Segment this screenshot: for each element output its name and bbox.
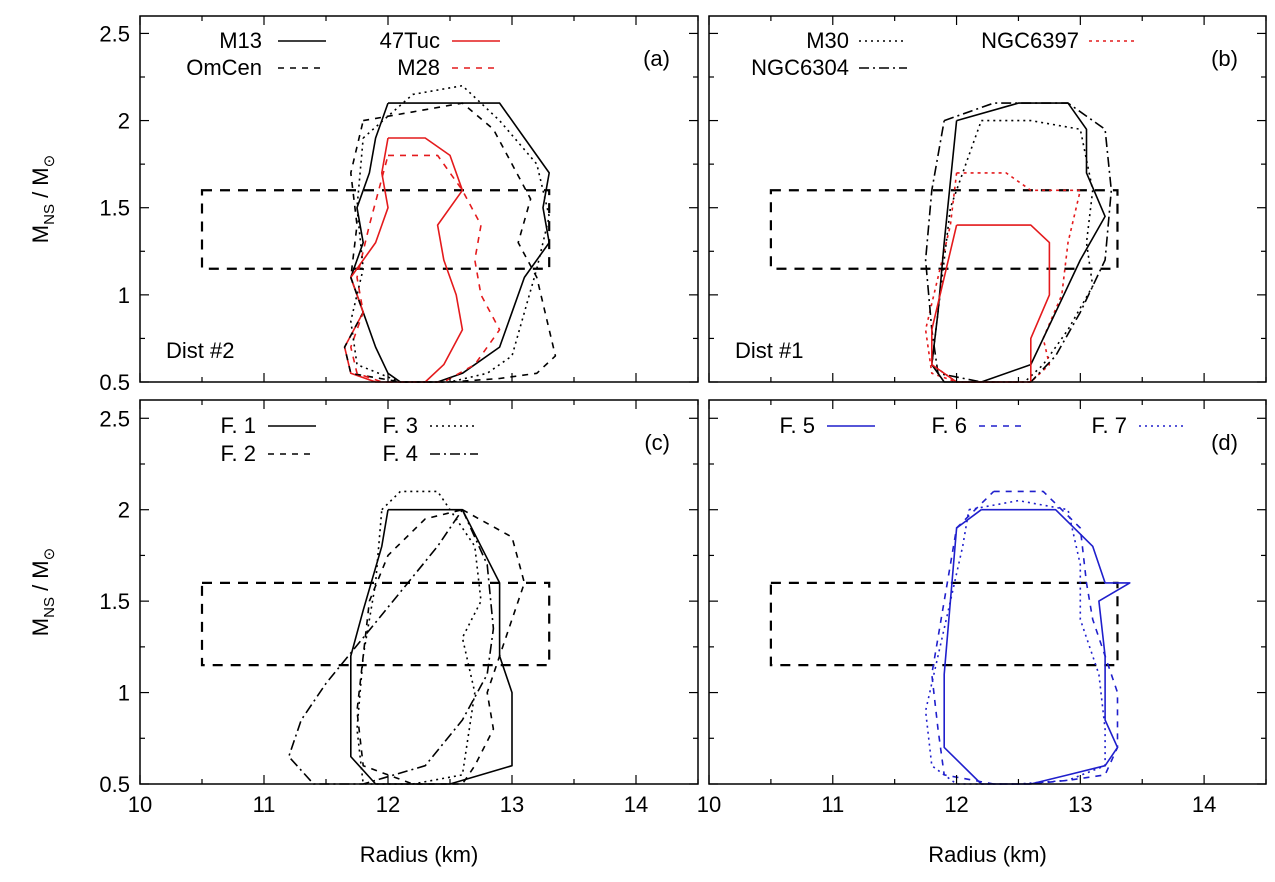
series-line-unlabeled-4	[930, 224, 1051, 383]
panel-tag: (c)	[644, 430, 670, 455]
mass-range-box	[200, 189, 551, 270]
series-line-f-7	[924, 499, 1106, 785]
panel-0: 0.5 1 1.5 2 2.5 MNS / M⊙ (a) Dist #2 M13 47Tuc OmC…	[28, 15, 699, 395]
y-axis-label: MNS / M⊙	[28, 548, 58, 636]
legend-label: F. 6	[932, 413, 967, 438]
legend-label: 47Tuc	[380, 28, 440, 53]
legend-label: M28	[397, 55, 440, 80]
series-line-m30	[930, 119, 1094, 383]
legend-label: F. 5	[780, 413, 815, 438]
x-tick-label: 13	[1068, 792, 1092, 817]
series-line-ngc6304	[924, 102, 1113, 383]
y-tick-label: 2.5	[99, 21, 130, 46]
panels-layer: 0.5 1 1.5 2 2.5 MNS / M⊙ (a) Dist #2 M13 47Tuc OmC…	[28, 15, 1267, 867]
legend-label: F. 2	[221, 441, 256, 466]
x-tick-label: 10	[697, 792, 721, 817]
plot-frame	[139, 15, 699, 383]
y-tick-label: 1	[118, 283, 130, 308]
plot-frame	[139, 399, 699, 785]
panel-2: 10 11 12 13 14 0.5 1 1.5 2 2.5 Radius (km) MNS / M⊙…	[28, 399, 699, 867]
series-line-m28	[349, 154, 501, 383]
x-tick-label: 11	[253, 792, 276, 817]
legend-label: OmCen	[186, 55, 262, 80]
panel-tag: (a)	[643, 46, 670, 71]
y-tick-label: 1.5	[99, 589, 130, 614]
series-line-omcen	[343, 102, 557, 383]
x-tick-label: 12	[944, 792, 968, 817]
panel-3: 10 11 12 13 14 Radius (km) (d) F. 5 F. 6 F. 7	[697, 399, 1267, 867]
legend-label: F. 1	[221, 413, 256, 438]
mass-range-box	[769, 189, 1119, 270]
legend-label: M30	[806, 28, 849, 53]
y-axis-label: MNS / M⊙	[28, 155, 58, 243]
series-line-f-1	[349, 508, 513, 785]
series-line-unlabeled-4	[349, 84, 551, 383]
distribution-label: Dist #2	[166, 338, 234, 363]
legend-label: NGC6304	[751, 55, 849, 80]
legend-label: F. 3	[383, 413, 418, 438]
x-tick-label: 13	[500, 792, 524, 817]
y-tick-label: 2	[118, 109, 130, 134]
x-axis-label: Radius (km)	[360, 842, 479, 867]
y-tick-label: 2	[118, 498, 130, 523]
x-axis-label: Radius (km)	[928, 842, 1047, 867]
y-tick-label: 1.5	[99, 196, 130, 221]
series-line-f-3	[356, 490, 482, 785]
y-tick-label: 1	[118, 681, 130, 706]
legend-label: M13	[219, 28, 262, 53]
y-tick-label: 2.5	[99, 406, 130, 431]
x-tick-label: 12	[376, 792, 400, 817]
series-line-f-5	[943, 508, 1131, 785]
panel-tag: (d)	[1211, 430, 1238, 455]
plot-frame	[708, 15, 1267, 383]
legend-label: F. 7	[1092, 413, 1127, 438]
series-line-f-2	[356, 508, 526, 785]
x-tick-label: 10	[128, 792, 152, 817]
distribution-label: Dist #1	[735, 338, 803, 363]
legend-label: NGC6397	[981, 28, 1079, 53]
y-tick-label: 0.5	[99, 370, 130, 395]
mass-range-box	[200, 581, 551, 667]
panel-tag: (b)	[1211, 46, 1238, 71]
x-tick-label: 14	[624, 792, 648, 817]
mass-range-box	[769, 581, 1119, 667]
plot-frame	[708, 399, 1267, 785]
panel-1: (b) Dist #1 M30 NGC6397 NGC6304	[708, 15, 1267, 383]
series-line-47tuc	[343, 137, 464, 383]
x-tick-label: 11	[821, 792, 844, 817]
series-line-f-6	[930, 490, 1119, 785]
x-tick-label: 14	[1192, 792, 1216, 817]
legend-label: F. 4	[383, 441, 418, 466]
y-tick-label: 0.5	[99, 772, 130, 797]
series-line-unlabeled-3	[930, 102, 1106, 383]
series-line-f-4	[287, 509, 495, 785]
